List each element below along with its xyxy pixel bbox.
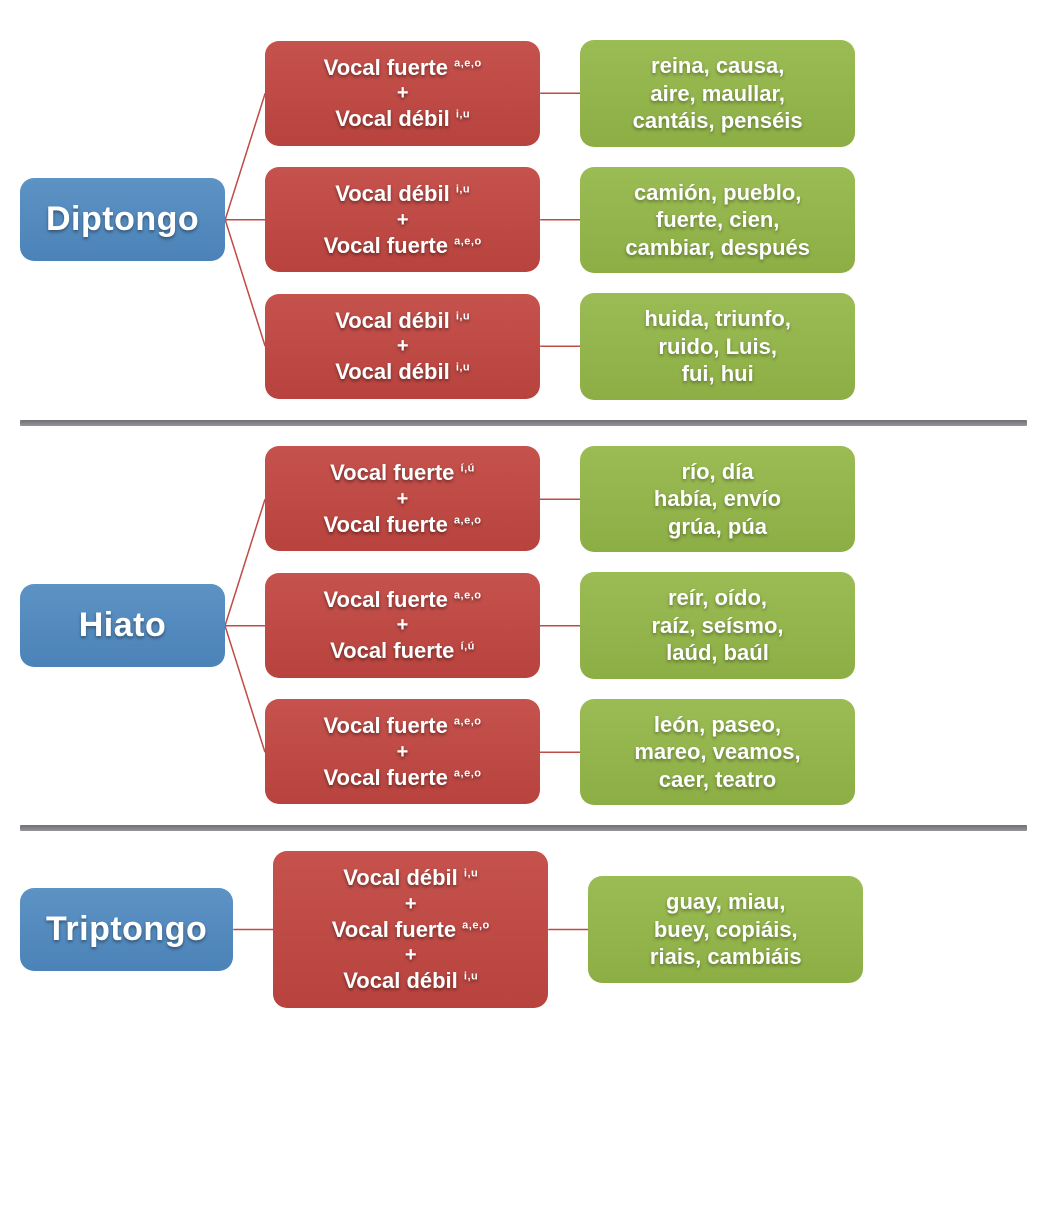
rule-box: Vocal débil i,u+Vocal fuerte a,e,o+Vocal… bbox=[273, 851, 548, 1008]
plus-symbol: + bbox=[287, 741, 518, 763]
vocal-type-label: Vocal fuerte bbox=[324, 713, 454, 738]
vocal-type-label: Vocal débil bbox=[335, 359, 456, 384]
vocal-type-label: Vocal fuerte bbox=[324, 55, 454, 80]
section-diptongo: DiptongoVocal fuerte a,e,o+Vocal débil i… bbox=[20, 30, 1027, 410]
vowel-superscript: i,u bbox=[456, 362, 470, 374]
plus-symbol: + bbox=[287, 614, 518, 636]
vowel-superscript: a,e,o bbox=[454, 716, 482, 728]
rule-row: Vocal débil i,u+Vocal fuerte a,e,ocamión… bbox=[265, 167, 855, 274]
rule-box: Vocal fuerte í,ú+Vocal fuerte a,e,o bbox=[265, 446, 540, 551]
rule-line: Vocal fuerte a,e,o bbox=[324, 711, 482, 741]
rule-row: Vocal fuerte a,e,o+Vocal fuerte í,úreír,… bbox=[265, 572, 855, 679]
plus-symbol: + bbox=[287, 488, 518, 510]
vocal-type-label: Vocal fuerte bbox=[330, 460, 460, 485]
rule-line: Vocal débil i,u bbox=[335, 306, 470, 336]
vowel-superscript: a,e,o bbox=[454, 589, 482, 601]
rule-line: Vocal débil i,u bbox=[335, 179, 470, 209]
section-triptongo: TriptongoVocal débil i,u+Vocal fuerte a,… bbox=[20, 841, 1027, 1018]
rule-row: Vocal fuerte a,e,o+Vocal fuerte a,e,oleó… bbox=[265, 699, 855, 806]
vowel-superscript: i,u bbox=[464, 868, 478, 880]
rule-box: Vocal débil i,u+Vocal débil i,u bbox=[265, 294, 540, 399]
vocal-type-label: Vocal débil bbox=[343, 968, 464, 993]
root-box-hiato: Hiato bbox=[20, 584, 225, 667]
vocal-type-label: Vocal fuerte bbox=[324, 587, 454, 612]
rule-line: Vocal débil i,u bbox=[343, 966, 478, 996]
vowel-superscript: i,u bbox=[456, 310, 470, 322]
rule-row: Vocal fuerte a,e,o+Vocal débil i,ureina,… bbox=[265, 40, 855, 147]
examples-box: guay, miau, buey, copiáis, riais, cambiá… bbox=[588, 876, 863, 983]
examples-box: huida, triunfo, ruido, Luis, fui, hui bbox=[580, 293, 855, 400]
section-divider bbox=[20, 825, 1027, 831]
examples-box: reír, oído, raíz, seísmo, laúd, baúl bbox=[580, 572, 855, 679]
rule-line: Vocal fuerte a,e,o bbox=[324, 510, 482, 540]
examples-box: reina, causa, aire, maullar, cantáis, pe… bbox=[580, 40, 855, 147]
rule-line: Vocal fuerte í,ú bbox=[330, 636, 475, 666]
vocal-type-label: Vocal débil bbox=[343, 865, 464, 890]
rule-line: Vocal fuerte a,e,o bbox=[324, 763, 482, 793]
rule-box: Vocal fuerte a,e,o+Vocal fuerte í,ú bbox=[265, 573, 540, 678]
vowel-superscript: í,ú bbox=[461, 463, 475, 475]
vowel-superscript: a,e,o bbox=[462, 919, 490, 931]
rule-line: Vocal fuerte í,ú bbox=[330, 458, 475, 488]
vowel-superscript: i,u bbox=[464, 971, 478, 983]
vowel-superscript: a,e,o bbox=[454, 514, 482, 526]
vocal-type-label: Vocal fuerte bbox=[330, 638, 460, 663]
vocal-type-label: Vocal fuerte bbox=[324, 512, 454, 537]
rule-box: Vocal fuerte a,e,o+Vocal fuerte a,e,o bbox=[265, 699, 540, 804]
vocal-type-label: Vocal fuerte bbox=[324, 765, 454, 790]
vocal-type-label: Vocal fuerte bbox=[324, 233, 454, 258]
rule-row: Vocal débil i,u+Vocal fuerte a,e,o+Vocal… bbox=[273, 851, 863, 1008]
rule-line: Vocal débil i,u bbox=[335, 104, 470, 134]
root-box-triptongo: Triptongo bbox=[20, 888, 233, 971]
vowel-superscript: a,e,o bbox=[454, 767, 482, 779]
section-hiato: HiatoVocal fuerte í,ú+Vocal fuerte a,e,o… bbox=[20, 436, 1027, 816]
rules-column: Vocal fuerte í,ú+Vocal fuerte a,e,orío, … bbox=[265, 446, 855, 806]
root-box-diptongo: Diptongo bbox=[20, 178, 225, 261]
vowel-combination-diagram: DiptongoVocal fuerte a,e,o+Vocal débil i… bbox=[20, 30, 1027, 1018]
rule-line: Vocal fuerte a,e,o bbox=[324, 231, 482, 261]
examples-box: río, día había, envío grúa, púa bbox=[580, 446, 855, 553]
vowel-superscript: i,u bbox=[456, 109, 470, 121]
vocal-type-label: Vocal débil bbox=[335, 106, 456, 131]
section-divider bbox=[20, 420, 1027, 426]
plus-symbol: + bbox=[295, 944, 526, 966]
vowel-superscript: a,e,o bbox=[454, 235, 482, 247]
rule-line: Vocal fuerte a,e,o bbox=[324, 53, 482, 83]
rule-box: Vocal fuerte a,e,o+Vocal débil i,u bbox=[265, 41, 540, 146]
rules-column: Vocal débil i,u+Vocal fuerte a,e,o+Vocal… bbox=[273, 851, 863, 1008]
plus-symbol: + bbox=[295, 893, 526, 915]
examples-box: león, paseo, mareo, veamos, caer, teatro bbox=[580, 699, 855, 806]
vowel-superscript: a,e,o bbox=[454, 57, 482, 69]
rule-line: Vocal débil i,u bbox=[335, 357, 470, 387]
vowel-superscript: i,u bbox=[456, 184, 470, 196]
rule-line: Vocal débil i,u bbox=[343, 863, 478, 893]
rule-line: Vocal fuerte a,e,o bbox=[324, 585, 482, 615]
rules-column: Vocal fuerte a,e,o+Vocal débil i,ureina,… bbox=[265, 40, 855, 400]
rule-box: Vocal débil i,u+Vocal fuerte a,e,o bbox=[265, 167, 540, 272]
rule-row: Vocal fuerte í,ú+Vocal fuerte a,e,orío, … bbox=[265, 446, 855, 553]
rule-line: Vocal fuerte a,e,o bbox=[332, 915, 490, 945]
plus-symbol: + bbox=[287, 209, 518, 231]
vocal-type-label: Vocal débil bbox=[335, 308, 456, 333]
plus-symbol: + bbox=[287, 335, 518, 357]
vowel-superscript: í,ú bbox=[461, 641, 475, 653]
rule-row: Vocal débil i,u+Vocal débil i,uhuida, tr… bbox=[265, 293, 855, 400]
plus-symbol: + bbox=[287, 82, 518, 104]
examples-box: camión, pueblo, fuerte, cien, cambiar, d… bbox=[580, 167, 855, 274]
vocal-type-label: Vocal débil bbox=[335, 181, 456, 206]
vocal-type-label: Vocal fuerte bbox=[332, 917, 462, 942]
